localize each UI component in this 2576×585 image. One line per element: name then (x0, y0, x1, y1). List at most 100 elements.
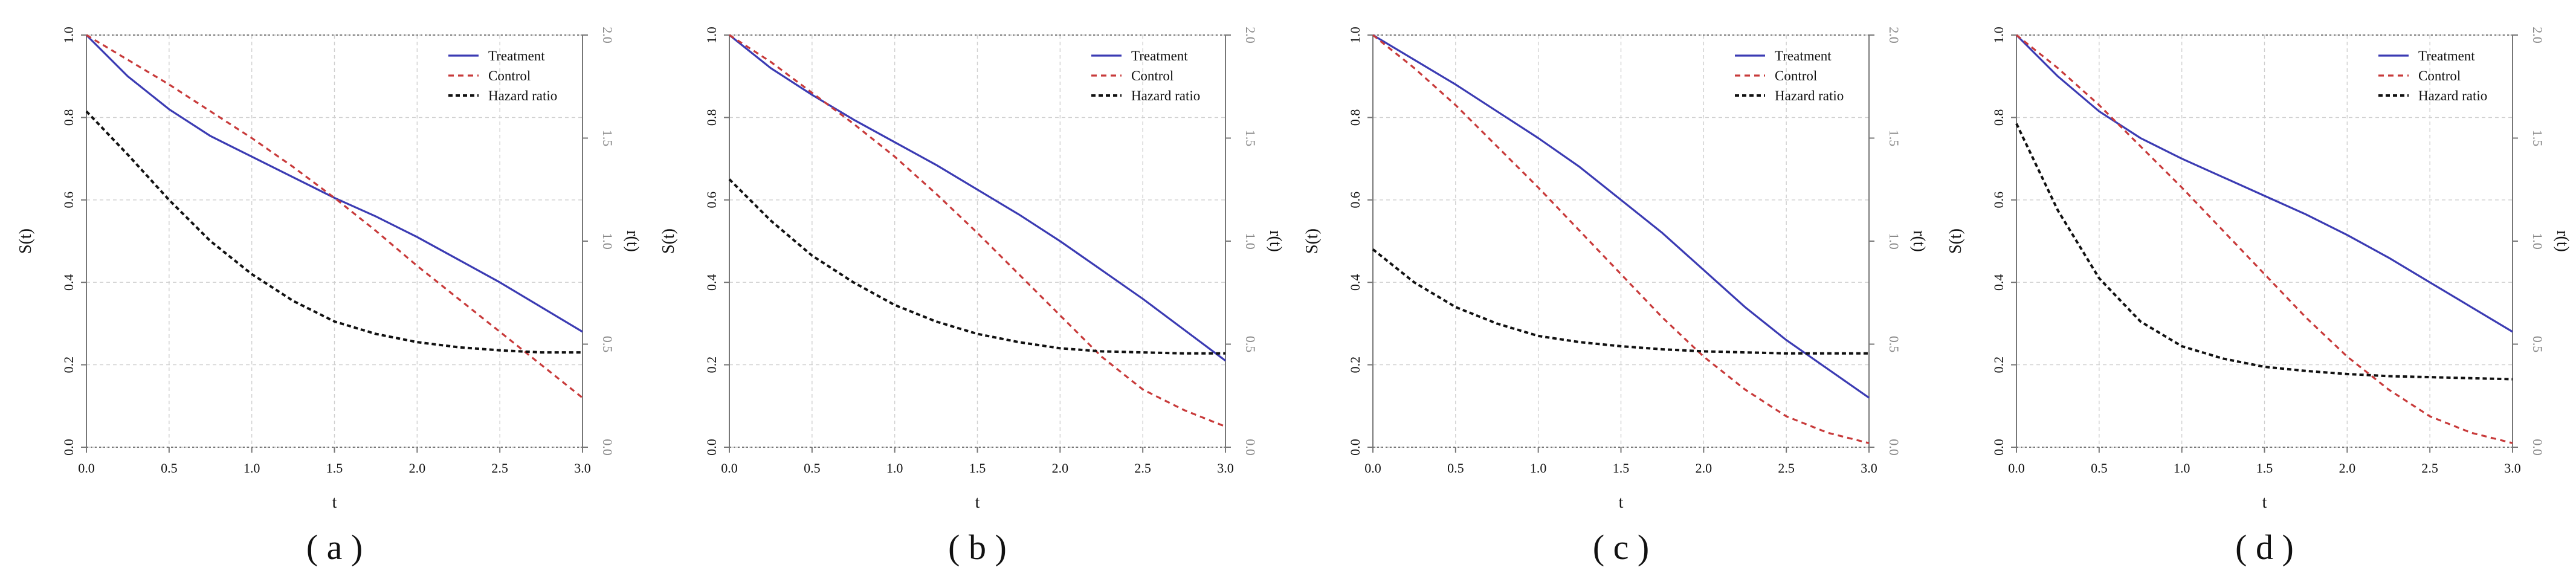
y2-tick-label: 1.5 (1243, 130, 1258, 147)
series-line-treatment (1372, 34, 1870, 399)
x-axis-label: t (2262, 493, 2267, 512)
series-line-control (729, 34, 1226, 428)
legend-label-control: Control (1131, 68, 1173, 83)
x-tick-label: 0.5 (804, 461, 821, 476)
y2-axis-label: r(t) (623, 230, 642, 252)
y-tick-label: 0.4 (1991, 274, 2006, 291)
legend-label-treatment: Treatment (2418, 48, 2475, 63)
x-tick-label: 1.0 (1530, 461, 1547, 476)
legend-label-control: Control (488, 68, 531, 83)
x-tick-label: 0.0 (78, 461, 95, 476)
y2-tick-label: 0.5 (1887, 336, 1902, 353)
x-tick-label: 1.0 (244, 461, 260, 476)
y-tick-label: 0.6 (1991, 192, 2006, 208)
y2-tick-label: 0.0 (1887, 439, 1902, 456)
x-tick-label: 0.5 (1447, 461, 1464, 476)
y-tick-label: 0.8 (704, 109, 719, 126)
y-tick-label: 0.6 (704, 192, 719, 208)
panel-label: ( a ) (306, 528, 363, 567)
x-tick-label: 2.5 (2421, 461, 2438, 476)
y2-axis-label: r(t) (1266, 230, 1285, 252)
y-tick-label: 0.0 (61, 439, 76, 456)
y2-tick-label: 1.5 (2530, 130, 2545, 147)
x-tick-label: 2.5 (491, 461, 508, 476)
y-axis-label: S(t) (1303, 228, 1322, 254)
x-tick-label: 3.0 (574, 461, 591, 476)
x-tick-label: 1.5 (326, 461, 343, 476)
y2-tick-label: 2.0 (2530, 27, 2545, 44)
y2-tick-label: 2.0 (600, 27, 615, 44)
y-tick-label: 0.6 (61, 192, 76, 208)
legend-label-hazard: Hazard ratio (488, 88, 557, 103)
y2-tick-label: 0.0 (2530, 439, 2545, 456)
x-axis-label: t (332, 493, 337, 512)
y-tick-label: 1.0 (1991, 27, 2006, 44)
series-line-treatment (2015, 34, 2513, 333)
x-axis-label: t (975, 493, 980, 512)
legend-label-control: Control (2418, 68, 2461, 83)
series-line-treatment (729, 34, 1226, 362)
panel-label: ( c ) (1593, 528, 1649, 567)
series-line-hazard (728, 178, 1225, 355)
y2-tick-label: 0.5 (1243, 336, 1258, 353)
panel-label: ( d ) (2235, 528, 2294, 567)
x-tick-label: 1.0 (2174, 461, 2190, 476)
y-tick-label: 0.4 (1348, 274, 1363, 291)
x-tick-label: 3.0 (1861, 461, 1877, 476)
x-tick-label: 0.0 (721, 461, 738, 476)
y-tick-label: 0.8 (1348, 109, 1363, 126)
y2-tick-label: 1.5 (1887, 130, 1902, 147)
x-tick-label: 2.5 (1778, 461, 1795, 476)
legend-label-treatment: Treatment (1131, 48, 1188, 63)
y2-tick-label: 0.5 (600, 336, 615, 353)
y-tick-label: 0.2 (61, 357, 76, 373)
y2-axis-label: r(t) (2553, 230, 2572, 252)
y2-tick-label: 1.0 (1887, 233, 1902, 250)
y-axis-label: S(t) (1946, 228, 1965, 254)
y-tick-label: 0.4 (61, 274, 76, 291)
x-axis-label: t (1619, 493, 1624, 512)
y2-tick-label: 0.0 (600, 439, 615, 456)
series-line-hazard (2015, 123, 2513, 381)
y-tick-label: 0.4 (704, 274, 719, 291)
x-tick-label: 1.5 (1613, 461, 1630, 476)
y-tick-label: 0.0 (1348, 439, 1363, 456)
x-tick-label: 1.0 (886, 461, 903, 476)
x-tick-label: 3.0 (2504, 461, 2521, 476)
y2-tick-label: 2.0 (1243, 27, 1258, 44)
y-tick-label: 0.0 (1991, 439, 2006, 456)
x-tick-label: 0.5 (2091, 461, 2108, 476)
y2-tick-label: 1.0 (1243, 233, 1258, 250)
y-tick-label: 1.0 (1348, 27, 1363, 44)
x-tick-label: 3.0 (1217, 461, 1234, 476)
legend-label-hazard: Hazard ratio (1775, 88, 1844, 103)
x-tick-label: 0.0 (2008, 461, 2025, 476)
x-tick-label: 1.5 (2256, 461, 2273, 476)
y2-tick-label: 0.5 (2530, 336, 2545, 353)
y-tick-label: 0.2 (704, 357, 719, 373)
x-tick-label: 2.0 (409, 461, 426, 476)
y-tick-label: 1.0 (61, 27, 76, 44)
legend-label-treatment: Treatment (488, 48, 545, 63)
y2-tick-label: 1.0 (2530, 233, 2545, 250)
x-tick-label: 2.0 (1696, 461, 1712, 476)
series-line-control (2016, 34, 2513, 444)
series-line-control (1372, 34, 1870, 444)
x-tick-label: 2.0 (1052, 461, 1069, 476)
y-tick-label: 0.0 (704, 439, 719, 456)
legend-label-hazard: Hazard ratio (2418, 88, 2487, 103)
y2-tick-label: 0.0 (1243, 439, 1258, 456)
y2-tick-label: 1.5 (600, 130, 615, 147)
x-tick-label: 2.0 (2339, 461, 2356, 476)
panel-label: ( b ) (948, 528, 1007, 567)
legend-label-hazard: Hazard ratio (1131, 88, 1200, 103)
x-tick-label: 2.5 (1134, 461, 1151, 476)
series-line-treatment (85, 34, 583, 333)
y-tick-label: 0.8 (1991, 109, 2006, 126)
series-line-hazard (85, 110, 583, 354)
x-tick-label: 1.5 (969, 461, 986, 476)
x-tick-label: 0.5 (161, 461, 178, 476)
y-axis-label: S(t) (659, 228, 678, 254)
legend-label-treatment: Treatment (1775, 48, 1832, 63)
